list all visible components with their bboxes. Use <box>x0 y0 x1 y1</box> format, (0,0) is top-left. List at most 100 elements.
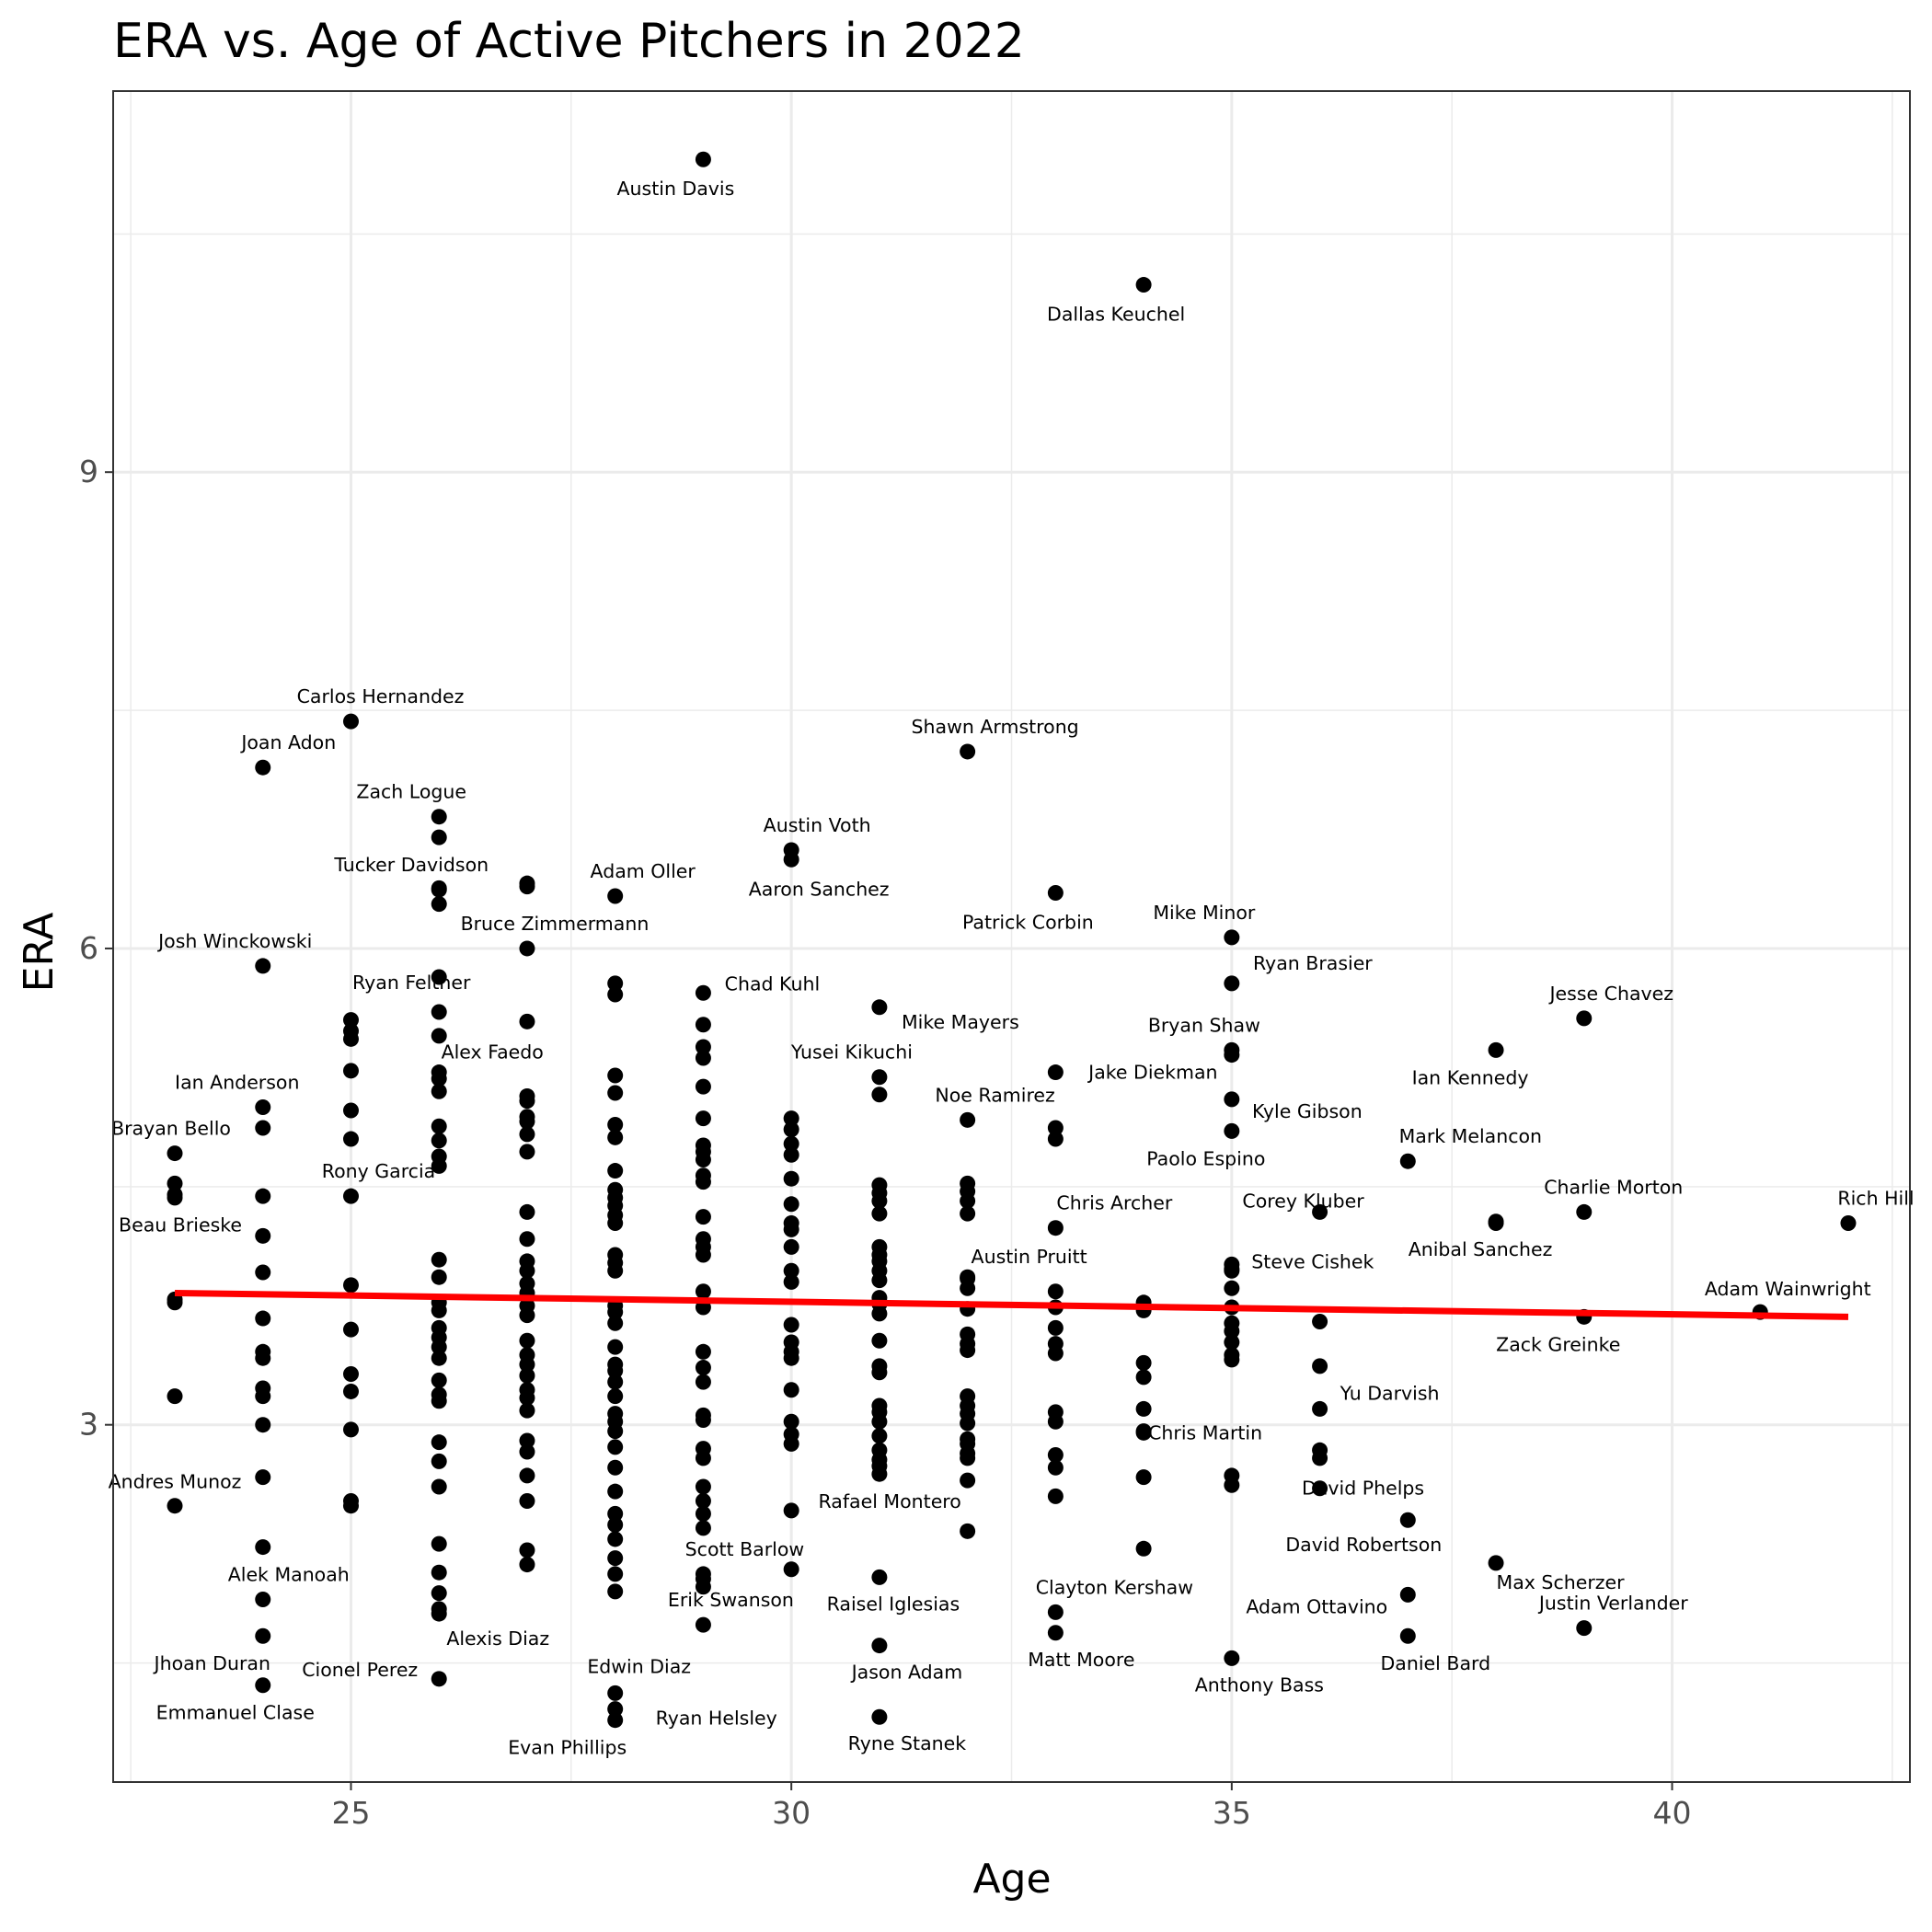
data-point <box>607 1550 623 1566</box>
data-point <box>607 1085 623 1100</box>
point-label: Brayan Bello <box>111 1118 231 1140</box>
data-point <box>607 1423 623 1439</box>
data-point <box>1576 1620 1592 1636</box>
data-point <box>1224 975 1239 991</box>
data-point <box>696 1566 711 1581</box>
x-tick-label: 35 <box>1213 1795 1251 1831</box>
data-point <box>519 1557 535 1572</box>
data-point <box>431 1585 447 1601</box>
point-label: Carlos Hernandez <box>297 685 465 707</box>
point-label: Paolo Espino <box>1146 1147 1265 1169</box>
data-point <box>607 1068 623 1084</box>
point-label: Zack Greinke <box>1496 1333 1620 1355</box>
data-point <box>1048 1604 1064 1620</box>
data-point <box>696 1520 711 1535</box>
x-tick-label: 25 <box>331 1795 370 1831</box>
data-point <box>960 1450 975 1466</box>
y-tick-label: 3 <box>79 1407 98 1443</box>
chart-title: ERA vs. Age of Active Pitchers in 2022 <box>113 14 1025 69</box>
data-point <box>1224 1091 1239 1107</box>
data-point <box>431 1393 447 1409</box>
data-point <box>1048 885 1064 901</box>
point-label: Mike Mayers <box>902 1011 1019 1033</box>
point-label: Adam Ottavino <box>1246 1595 1387 1617</box>
data-point <box>431 830 447 845</box>
data-point <box>607 1263 623 1279</box>
data-point <box>255 1417 270 1432</box>
data-point <box>255 1189 270 1204</box>
y-tick-label: 9 <box>79 454 98 489</box>
data-point <box>1136 277 1152 293</box>
data-point <box>1224 929 1239 945</box>
data-point <box>431 1373 447 1388</box>
data-point <box>607 888 623 903</box>
point-label: Steve Cishek <box>1251 1251 1374 1273</box>
point-label: Ryan Feltner <box>352 972 471 994</box>
x-axis-title: Age <box>972 1856 1051 1903</box>
data-point <box>519 1444 535 1460</box>
data-point <box>871 1087 887 1102</box>
data-point <box>1224 1650 1239 1666</box>
data-point <box>696 1174 711 1190</box>
data-point <box>871 1364 887 1380</box>
data-point <box>255 1388 270 1404</box>
data-point <box>871 1206 887 1222</box>
data-point <box>343 714 359 730</box>
point-label: Aaron Sanchez <box>749 878 890 900</box>
data-point <box>1312 1314 1328 1329</box>
point-label: Alex Faedo <box>442 1041 544 1064</box>
data-point <box>1224 1478 1239 1493</box>
data-point <box>696 1506 711 1522</box>
data-point <box>871 999 887 1015</box>
data-point <box>343 1421 359 1437</box>
data-point <box>431 1084 447 1099</box>
data-point <box>1048 1064 1064 1080</box>
data-point <box>255 958 270 973</box>
x-tick-label: 40 <box>1653 1795 1692 1831</box>
data-point <box>343 1031 359 1047</box>
data-point <box>431 1434 447 1450</box>
data-point <box>167 1498 183 1513</box>
data-point <box>607 1531 623 1547</box>
data-point <box>343 1189 359 1204</box>
point-label: Ian Anderson <box>175 1072 299 1094</box>
data-point <box>519 1093 535 1109</box>
data-point <box>607 1215 623 1231</box>
point-label: Anthony Bass <box>1195 1673 1324 1696</box>
data-point <box>255 1539 270 1555</box>
data-point <box>696 1344 711 1360</box>
data-point <box>343 1498 359 1513</box>
data-point <box>1136 1469 1152 1485</box>
data-point <box>431 1536 447 1552</box>
data-point <box>167 1294 183 1310</box>
point-label: Rony Garcia <box>322 1160 435 1182</box>
data-point <box>784 1147 799 1163</box>
data-point <box>871 1466 887 1482</box>
data-point <box>167 1145 183 1161</box>
data-point <box>960 1415 975 1431</box>
data-point <box>607 1163 623 1179</box>
data-point <box>784 1222 799 1237</box>
data-point <box>960 1473 975 1489</box>
data-point <box>167 1388 183 1404</box>
data-point <box>696 1079 711 1095</box>
data-point <box>696 1374 711 1390</box>
point-label: Justin Verlander <box>1537 1593 1688 1615</box>
point-label: Raisel Iglesias <box>827 1593 960 1615</box>
point-label: Rich Hill <box>1837 1188 1914 1210</box>
data-point <box>960 1112 975 1128</box>
data-point <box>519 1204 535 1220</box>
point-label: Evan Phillips <box>508 1737 627 1759</box>
data-point <box>1048 1489 1064 1504</box>
point-label: Emmanuel Clase <box>156 1702 315 1724</box>
point-label: Mike Minor <box>1153 902 1256 924</box>
data-point <box>519 1014 535 1029</box>
data-point <box>1312 1450 1328 1466</box>
data-point <box>1048 1320 1064 1336</box>
data-point <box>255 1228 270 1244</box>
data-point <box>431 1671 447 1686</box>
data-point <box>607 1712 623 1728</box>
point-label: Alexis Diaz <box>446 1627 549 1650</box>
data-point <box>696 1248 711 1263</box>
data-point <box>255 760 270 776</box>
